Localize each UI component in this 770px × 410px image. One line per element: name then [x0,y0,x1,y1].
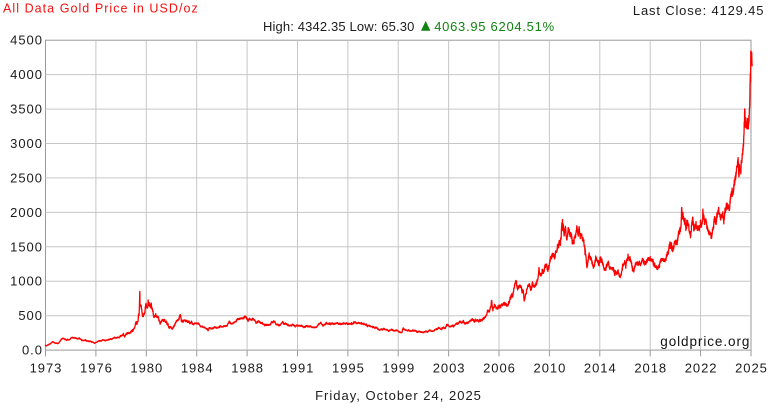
svg-text:2018: 2018 [634,361,667,376]
svg-text:4000: 4000 [10,67,43,82]
svg-text:Friday, October 24, 2025: Friday, October 24, 2025 [315,388,482,403]
svg-text:2010: 2010 [534,361,567,376]
svg-text:Last Close: 4129.45: Last Close: 4129.45 [633,3,764,18]
svg-text:goldprice.org: goldprice.org [660,334,750,349]
svg-text:1980: 1980 [130,361,163,376]
svg-text:2500: 2500 [10,170,43,185]
svg-text:2025: 2025 [735,361,768,376]
svg-text:1991: 1991 [282,361,315,376]
svg-text:2006: 2006 [483,361,516,376]
svg-text:3000: 3000 [10,136,43,151]
svg-text:500: 500 [18,308,43,323]
svg-text:1000: 1000 [10,274,43,289]
svg-text:1976: 1976 [80,361,113,376]
svg-text:1988: 1988 [231,361,264,376]
svg-text:0.0: 0.0 [22,343,43,358]
svg-text:4500: 4500 [10,33,43,48]
svg-text:High: 4342.35 Low: 65.30: High: 4342.35 Low: 65.30 [263,19,415,34]
svg-text:1995: 1995 [332,361,365,376]
svg-text:3500: 3500 [10,102,43,117]
svg-text:1984: 1984 [181,361,214,376]
svg-text:All Data Gold Price in USD/oz: All Data Gold Price in USD/oz [3,1,199,15]
svg-text:1999: 1999 [382,361,415,376]
svg-text:2000: 2000 [10,205,43,220]
svg-text:4063.95 6204.51%: 4063.95 6204.51% [434,19,555,34]
svg-text:2014: 2014 [584,361,617,376]
svg-text:1500: 1500 [10,239,43,254]
svg-text:2003: 2003 [433,361,466,376]
svg-text:2022: 2022 [685,361,718,376]
svg-text:1973: 1973 [30,361,63,376]
